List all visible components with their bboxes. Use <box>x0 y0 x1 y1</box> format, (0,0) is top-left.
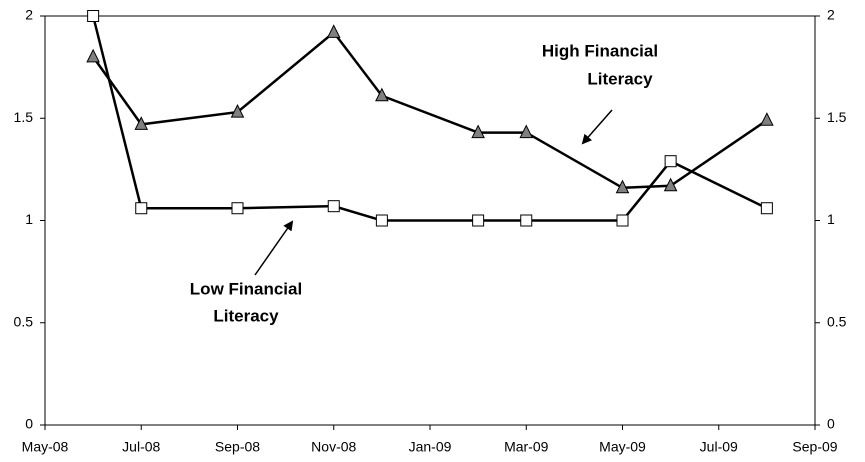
y-tick-label: 2 <box>25 7 33 23</box>
x-tick-label: Jan-09 <box>409 439 452 455</box>
marker <box>471 124 485 139</box>
marker <box>326 24 341 38</box>
marker <box>230 103 245 118</box>
marker <box>87 10 100 22</box>
marker <box>663 177 678 192</box>
x-tick-label: Mar-09 <box>504 439 549 455</box>
y2-tick-label: 1 <box>827 211 835 227</box>
y2-tick-label: 2 <box>827 7 835 23</box>
y-tick-label: 1 <box>25 211 33 227</box>
y2-tick-label: 1.5 <box>827 109 847 125</box>
annotation-arrow <box>581 109 613 145</box>
marker <box>664 155 677 168</box>
marker <box>520 214 533 227</box>
marker <box>615 179 630 194</box>
y-tick-label: 0.5 <box>14 313 34 329</box>
x-tick-label: May-09 <box>599 439 646 455</box>
annotation: High Financial <box>542 41 658 60</box>
series-line <box>92 30 768 190</box>
y-tick-label: 0 <box>25 416 33 432</box>
y2-tick-label: 0 <box>827 416 835 432</box>
marker <box>135 202 148 215</box>
annotation-arrow <box>254 220 294 276</box>
marker <box>760 112 774 126</box>
marker <box>86 48 100 63</box>
x-tick-label: Jul-08 <box>122 439 160 455</box>
x-tick-label: Jul-09 <box>700 439 738 455</box>
x-tick-label: Sep-09 <box>792 439 837 455</box>
marker <box>231 202 244 215</box>
x-tick-label: May-08 <box>22 439 69 455</box>
marker <box>616 214 629 227</box>
annotation: Literacy <box>213 306 279 325</box>
marker <box>375 214 388 227</box>
marker <box>327 200 340 213</box>
series-line <box>91 15 768 222</box>
marker <box>375 87 389 102</box>
y-tick-label: 1.5 <box>14 109 34 125</box>
marker <box>134 116 149 130</box>
x-tick-label: Sep-08 <box>215 439 260 455</box>
marker <box>519 124 534 139</box>
marker <box>760 202 773 215</box>
annotation: Literacy <box>587 69 653 88</box>
marker <box>472 214 485 227</box>
x-tick-label: Nov-08 <box>311 439 356 455</box>
y2-tick-label: 0.5 <box>827 313 847 329</box>
annotation: Low Financial <box>190 279 302 298</box>
